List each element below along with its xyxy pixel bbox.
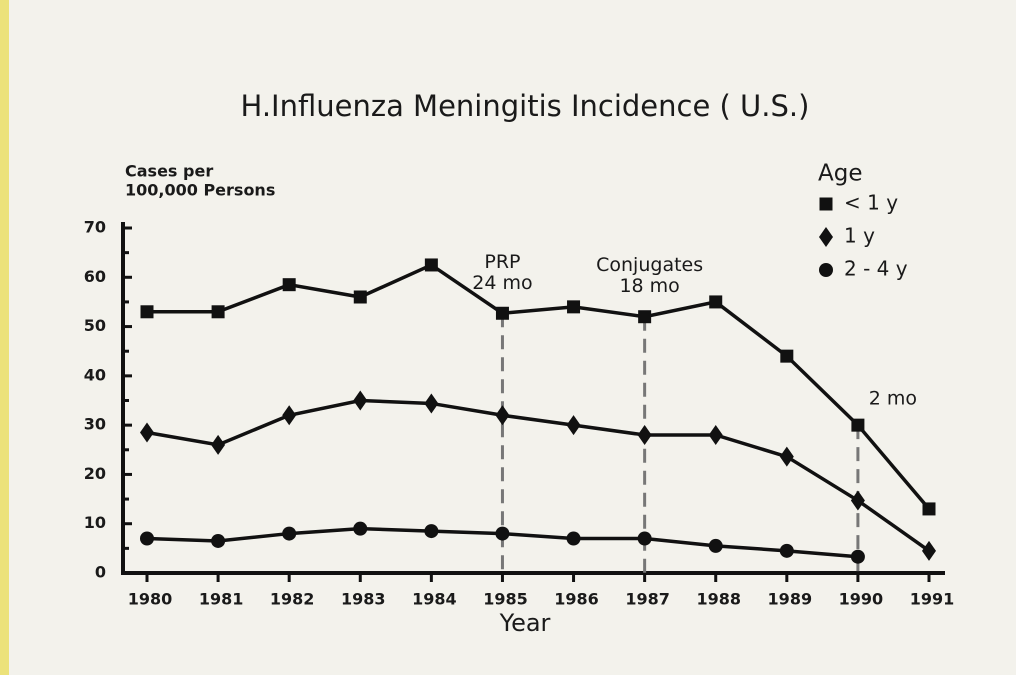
point (638, 310, 652, 324)
point (140, 422, 154, 443)
y-axis-label: Cases per (125, 162, 213, 181)
point (779, 543, 794, 558)
point (495, 306, 509, 320)
y-tick-label: 20 (84, 464, 106, 483)
point (708, 425, 723, 445)
annotation: 18 mo (619, 275, 679, 297)
point (922, 502, 936, 516)
legend-title: Age (818, 161, 862, 187)
point (850, 549, 865, 564)
point (424, 524, 439, 539)
x-tick-label: 1988 (696, 590, 741, 609)
point (566, 531, 581, 546)
series-line (146, 398, 931, 553)
y-tick-label: 50 (84, 316, 106, 335)
y-tick-label: 60 (84, 267, 106, 286)
legend-label: < 1 y (844, 191, 898, 215)
point (282, 278, 296, 292)
point (819, 227, 833, 247)
point (708, 538, 723, 553)
x-tick-label: 1985 (483, 590, 528, 609)
point (819, 197, 833, 211)
y-tick-label: 10 (84, 513, 106, 532)
x-tick-label: 1980 (128, 590, 173, 609)
legend-label: 2 - 4 y (844, 257, 908, 281)
x-tick-label: 1989 (768, 590, 813, 609)
annotation: 2 mo (869, 388, 917, 410)
point (424, 393, 439, 414)
point (495, 405, 510, 426)
annotation: Conjugates (596, 254, 703, 276)
point (353, 290, 367, 304)
point (567, 300, 581, 314)
point (709, 295, 723, 309)
y-tick-label: 30 (84, 415, 106, 434)
y-tick-label: 70 (84, 218, 106, 237)
point (211, 305, 225, 319)
x-tick-label: 1981 (199, 590, 244, 609)
legend-label: 1 y (844, 224, 875, 248)
y-tick-label: 40 (84, 365, 106, 384)
point (780, 349, 794, 363)
point (140, 531, 154, 546)
point (922, 540, 936, 561)
point (424, 258, 438, 272)
point (851, 418, 865, 432)
point (779, 446, 794, 467)
left-strip (0, 0, 9, 675)
x-tick-label: 1983 (341, 590, 386, 609)
point (566, 415, 581, 436)
point (819, 263, 833, 277)
chart-title: H.Influenza Meningitis Incidence ( U.S.) (241, 89, 810, 123)
annotation: 24 mo (472, 272, 532, 294)
point (140, 305, 154, 319)
point (637, 425, 652, 445)
x-tick-label: 1987 (625, 590, 670, 609)
x-tick-label: 1991 (910, 590, 955, 609)
point (637, 531, 652, 546)
point (282, 526, 297, 541)
annotation: PRP (484, 251, 520, 273)
series-line (147, 262, 931, 511)
point (850, 490, 865, 511)
point (211, 533, 226, 548)
x-tick-label: 1986 (554, 590, 599, 609)
point (353, 521, 368, 536)
x-axis-label: Year (499, 609, 551, 637)
y-tick-label: 0 (95, 563, 106, 582)
x-tick-label: 1990 (839, 590, 884, 609)
y-axis-label: 100,000 Persons (125, 181, 275, 200)
x-tick-label: 1982 (270, 590, 315, 609)
x-tick-label: 1984 (412, 590, 457, 609)
point (495, 526, 510, 541)
point (211, 434, 226, 455)
point (282, 405, 297, 426)
point (353, 390, 368, 411)
